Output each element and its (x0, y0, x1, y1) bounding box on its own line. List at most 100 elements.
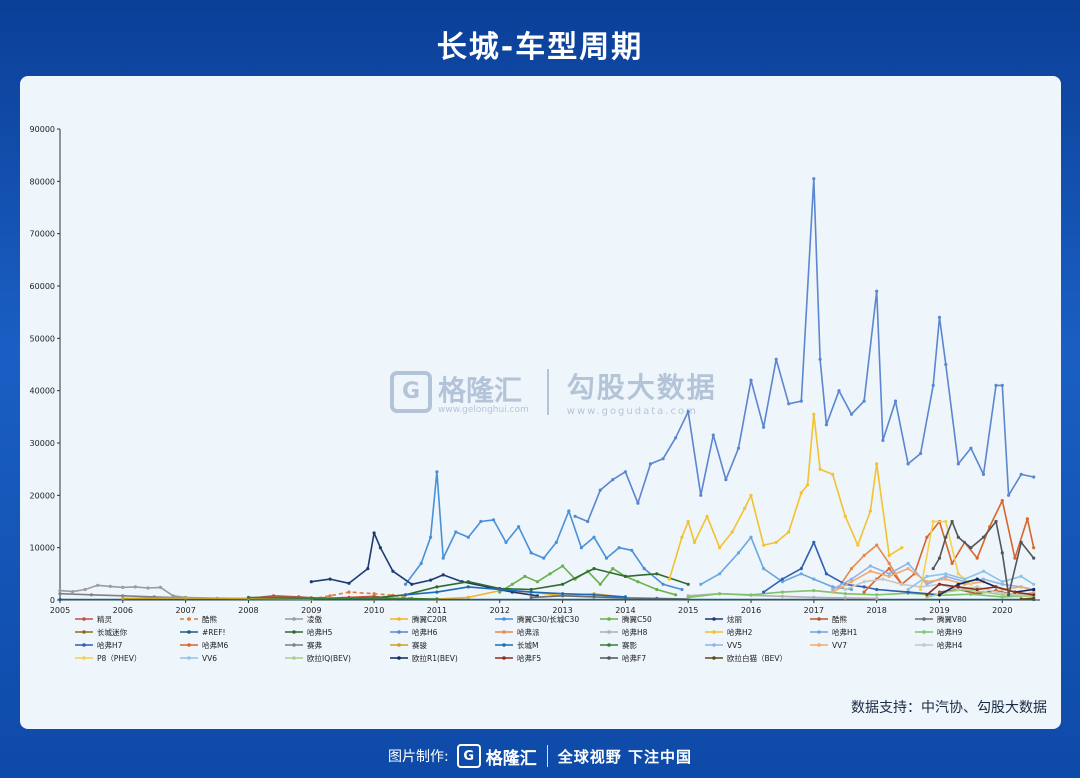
data-point (868, 564, 873, 568)
legend-marker (397, 643, 401, 647)
data-point (372, 592, 376, 596)
data-point (579, 546, 584, 550)
legend-label: 欧拉R1(BEV) (412, 653, 458, 663)
legend-marker (922, 630, 926, 634)
data-point (667, 577, 672, 581)
legend-label: 凌傲 (307, 614, 322, 624)
legend-marker (292, 630, 296, 634)
legend-marker (712, 630, 716, 634)
legend-label: 欧拉白猫（BEV） (727, 653, 787, 663)
data-point (944, 574, 948, 578)
data-point (692, 540, 697, 544)
data-point (661, 582, 665, 586)
data-point (806, 483, 810, 487)
data-point (1007, 493, 1011, 497)
data-point (623, 595, 628, 599)
data-point (419, 561, 423, 565)
data-point (586, 519, 590, 524)
legend-label: 哈弗H7 (97, 640, 123, 650)
footer-brand: 格隆汇 (485, 748, 537, 769)
series-line-13 (838, 544, 903, 588)
legend-marker (397, 617, 401, 621)
data-point (975, 585, 979, 589)
series-line-2 (59, 584, 218, 600)
data-point (925, 580, 929, 584)
data-point (1019, 540, 1023, 544)
data-point (981, 569, 986, 573)
data-point (762, 590, 766, 594)
data-point (812, 177, 816, 181)
data-point (718, 546, 722, 550)
data-point (831, 472, 835, 476)
data-point (158, 585, 163, 589)
footer-slogan: 全球视野 下注中国 (557, 747, 692, 766)
data-point (535, 580, 540, 584)
data-point (89, 593, 93, 597)
data-point (780, 590, 785, 594)
data-point (956, 462, 960, 466)
data-point (780, 594, 785, 598)
data-point (862, 580, 866, 584)
data-point (956, 582, 960, 586)
y-tick-label: 50000 (30, 334, 55, 343)
legend-label: 酷熊 (202, 614, 217, 624)
legend-label: 长城迷你 (97, 627, 127, 637)
data-point (718, 592, 722, 596)
gelonghui-logo-icon: G (390, 370, 432, 413)
data-point (58, 592, 62, 596)
data-point (950, 561, 954, 565)
data-point (611, 567, 615, 571)
data-point (598, 488, 602, 492)
data-point (925, 574, 929, 578)
data-point (875, 596, 879, 601)
data-point (919, 451, 923, 456)
gelonghui-footer-logo-icon: G (456, 744, 481, 768)
legend-marker (187, 617, 191, 621)
x-tick-label: 2018 (866, 606, 886, 615)
data-point (812, 577, 816, 581)
series-line-8 (531, 594, 689, 600)
data-point (812, 589, 816, 593)
legend-marker (817, 617, 821, 621)
legend-marker (922, 617, 926, 621)
data-point (937, 593, 942, 597)
data-point (686, 582, 690, 586)
data-point (686, 410, 690, 414)
footer-made-by: 图片制作: (388, 749, 449, 765)
data-point (812, 540, 816, 544)
y-tick-label: 0 (50, 596, 55, 605)
data-point (862, 585, 866, 589)
y-tick-label: 40000 (30, 387, 55, 396)
data-point (441, 573, 445, 577)
data-point (749, 378, 753, 382)
data-point (736, 551, 741, 555)
data-point (875, 289, 879, 293)
legend-label: 酷熊 (832, 614, 847, 624)
data-point (931, 567, 935, 571)
data-point (849, 412, 854, 416)
legend-marker (817, 630, 821, 634)
data-point (435, 597, 439, 601)
watermark-url-2: www.gogudata.com (566, 406, 698, 417)
legend-marker (82, 617, 86, 621)
legend-label: VV6 (202, 654, 217, 663)
data-point (724, 478, 728, 482)
data-point (937, 556, 942, 560)
data-point (429, 578, 433, 582)
legend-marker (607, 643, 611, 647)
data-point (981, 472, 986, 476)
data-point (881, 438, 885, 442)
data-point (956, 572, 960, 576)
data-point (328, 594, 332, 598)
data-point (906, 462, 910, 466)
data-point (843, 587, 847, 592)
legend-label: 哈弗F7 (622, 653, 646, 663)
data-point (466, 595, 470, 600)
footer: 图片制作: G 格隆汇 全球视野 下注中国 (0, 738, 1080, 774)
legend-marker (502, 617, 506, 621)
data-point (900, 582, 904, 586)
data-point (272, 594, 276, 598)
data-point (699, 582, 703, 586)
x-tick-label: 2015 (678, 606, 698, 615)
data-point (843, 596, 847, 600)
